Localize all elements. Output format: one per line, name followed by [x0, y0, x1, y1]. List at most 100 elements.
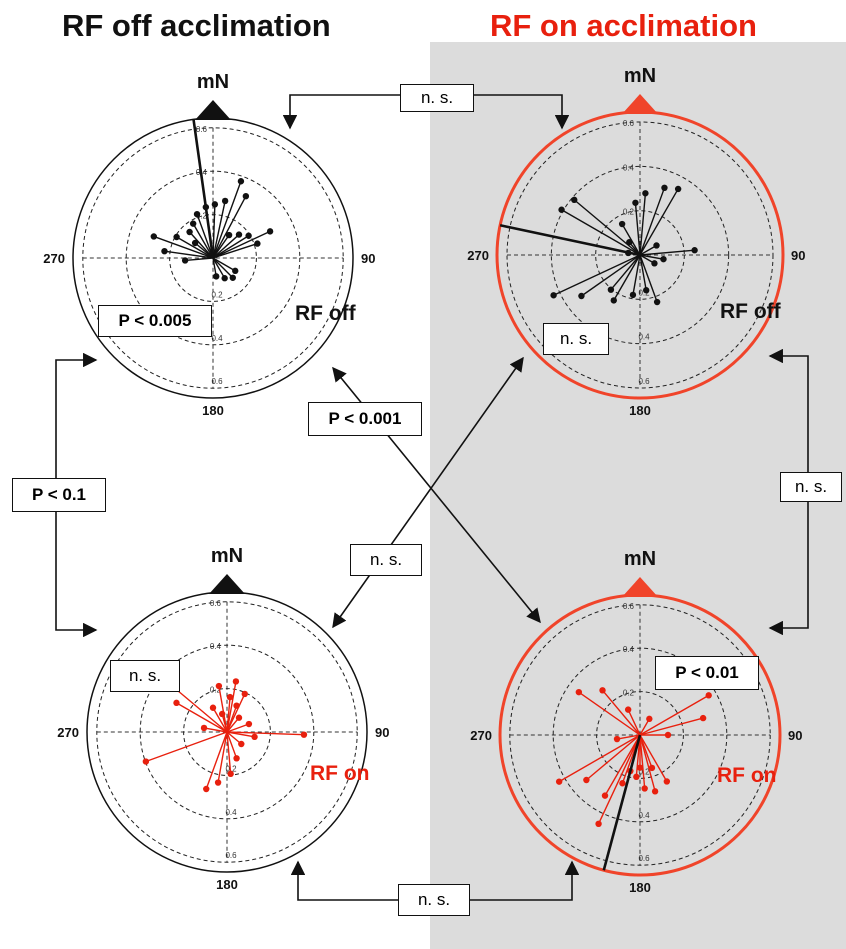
- right-column-title: RF on acclimation: [490, 8, 757, 43]
- vector-line: [634, 202, 641, 256]
- data-point: [651, 260, 658, 267]
- comparison-bottom-label: n. s.: [398, 884, 470, 916]
- vector-line: [597, 734, 641, 825]
- compass-south-label: 180: [629, 880, 651, 895]
- radial-tick-label-upper: 0.6: [623, 119, 635, 128]
- data-point: [233, 702, 240, 709]
- data-point: [613, 735, 621, 743]
- comparison-right-label: n. s.: [780, 472, 842, 502]
- vector-line: [639, 694, 710, 736]
- data-point: [300, 731, 308, 738]
- vector-line: [196, 213, 214, 259]
- radial-tick-label-upper: 0.4: [210, 642, 222, 651]
- condition-label: RF on: [310, 762, 369, 785]
- comparison-top-label: n. s.: [400, 84, 474, 112]
- north-marker-icon: [622, 577, 658, 597]
- compass-west-label: 270: [43, 251, 65, 266]
- condition-label: RF on: [717, 764, 776, 787]
- data-point: [636, 764, 644, 771]
- data-point: [691, 247, 698, 254]
- comparison-left-label: P < 0.1: [12, 478, 106, 512]
- polar-plot-on-off: 0.2 0.2 0.4 0.4 0.6 0.6 mN 90 270 180 RF off: [467, 65, 805, 418]
- vector-line: [176, 236, 214, 259]
- data-point: [200, 724, 208, 732]
- vector-line: [639, 734, 646, 789]
- vector-line: [639, 187, 666, 256]
- data-point: [646, 715, 653, 723]
- vector-line: [212, 204, 216, 259]
- vector-line: [212, 181, 242, 259]
- vector-line: [581, 254, 641, 297]
- data-point: [150, 233, 157, 240]
- radial-tick-label-lower: 0.6: [211, 377, 223, 386]
- data-point: [221, 197, 229, 205]
- compass-west-label: 270: [57, 725, 79, 740]
- vector-line: [212, 257, 234, 279]
- data-point: [245, 232, 252, 239]
- data-point: [266, 228, 274, 235]
- vector-line: [578, 691, 641, 736]
- connector-diagonal-anti: [332, 356, 524, 629]
- data-point: [209, 704, 217, 711]
- data-point: [142, 758, 150, 765]
- radial-tick-label-upper: 0.2: [196, 212, 208, 221]
- radial-tick-label-lower: 0.6: [225, 851, 237, 860]
- vector-line: [212, 195, 247, 259]
- mean-vector: [602, 734, 642, 871]
- vector-line: [639, 193, 647, 256]
- data-point: [232, 678, 240, 685]
- vector-line: [194, 242, 214, 259]
- data-point: [663, 778, 671, 785]
- radial-tick-label-upper: 0.6: [623, 602, 635, 611]
- vector-line: [639, 734, 668, 782]
- data-point: [226, 693, 234, 701]
- radial-tick-label-lower: 0.4: [638, 333, 650, 342]
- data-point: [181, 257, 189, 264]
- radial-tick-label-upper: 0.6: [196, 125, 208, 134]
- data-point: [641, 785, 648, 792]
- data-point: [555, 778, 563, 785]
- compass-west-label: 270: [470, 728, 492, 743]
- data-point: [191, 239, 199, 247]
- radial-tick-label-lower: 0.6: [638, 854, 650, 863]
- radial-tick-label-upper: 0.4: [623, 163, 635, 172]
- vector-line: [558, 734, 641, 783]
- radial-tick-label-upper: 0.4: [623, 645, 635, 654]
- data-point: [558, 206, 565, 213]
- vector-line: [212, 200, 226, 259]
- vector-line: [613, 254, 641, 301]
- north-marker-icon: [622, 94, 658, 114]
- data-point: [578, 292, 585, 300]
- dashed-ring: [550, 165, 730, 345]
- vector-line: [585, 734, 641, 781]
- compass-north-label: mN: [211, 545, 243, 567]
- vector-line: [217, 731, 228, 783]
- data-point: [225, 231, 233, 239]
- vector-line: [212, 235, 249, 259]
- mean-vector: [192, 119, 215, 259]
- vector-line: [621, 223, 641, 256]
- data-point: [642, 190, 649, 197]
- data-point: [237, 178, 245, 185]
- compass-east-label: 90: [791, 248, 805, 263]
- data-point: [221, 275, 228, 282]
- comparison-diagonal-anti-label: n. s.: [350, 544, 422, 576]
- vector-line: [226, 697, 231, 733]
- north-marker-icon: [209, 574, 245, 594]
- vector-line: [212, 234, 230, 259]
- vector-line: [639, 254, 658, 303]
- comparison-connectors: [55, 94, 809, 901]
- vector-line: [639, 734, 656, 792]
- data-point: [664, 731, 672, 739]
- data-point: [699, 714, 707, 722]
- data-point: [583, 776, 590, 784]
- radial-tick-label-upper: 0.2: [623, 689, 635, 698]
- radial-tick-label-lower: 0.2: [638, 767, 650, 776]
- stat-on-on: P < 0.01: [655, 656, 759, 690]
- radial-tick-label-lower: 0.6: [638, 377, 650, 386]
- vector-line: [553, 254, 641, 296]
- data-point: [213, 273, 220, 280]
- polar-plot-on-on: 0.2 0.2 0.4 0.4 0.6 0.6 mN 90 270 180 RF on: [470, 548, 802, 895]
- vector-line: [632, 254, 641, 296]
